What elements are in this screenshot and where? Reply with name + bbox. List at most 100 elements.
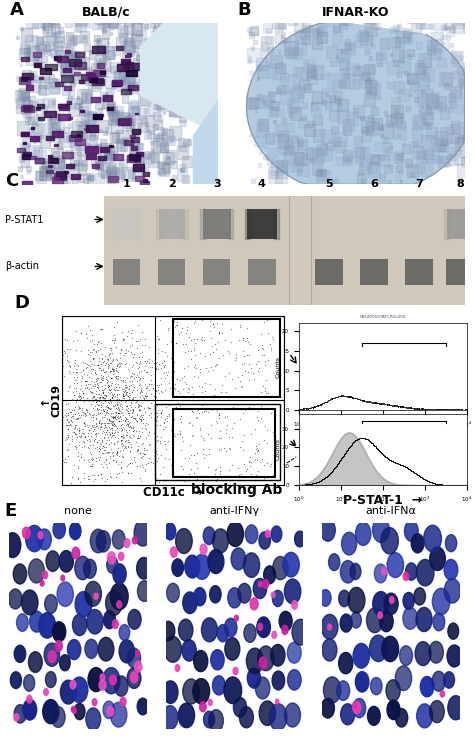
Polygon shape — [400, 61, 410, 72]
Point — [119, 390, 127, 402]
Polygon shape — [451, 123, 459, 133]
Polygon shape — [460, 74, 473, 88]
Point — [64, 409, 72, 421]
Polygon shape — [266, 28, 271, 33]
Polygon shape — [247, 98, 256, 108]
Polygon shape — [164, 56, 172, 66]
Polygon shape — [162, 164, 170, 172]
Point — [193, 411, 201, 423]
Point — [73, 377, 81, 389]
Point — [93, 371, 100, 384]
Polygon shape — [109, 150, 118, 159]
Polygon shape — [288, 15, 297, 25]
Polygon shape — [388, 180, 391, 183]
Point — [235, 371, 242, 383]
Point — [118, 437, 126, 449]
Point — [95, 441, 103, 453]
Point — [155, 476, 163, 488]
Point — [109, 427, 116, 439]
Polygon shape — [425, 122, 431, 129]
Circle shape — [98, 638, 114, 661]
Point — [118, 374, 125, 387]
Polygon shape — [144, 24, 148, 29]
Point — [255, 355, 262, 367]
Point — [69, 410, 76, 422]
Polygon shape — [122, 68, 134, 83]
Polygon shape — [249, 134, 252, 136]
Point — [79, 427, 86, 439]
Point — [109, 411, 117, 423]
Polygon shape — [117, 130, 128, 143]
Polygon shape — [44, 99, 55, 112]
Point — [137, 414, 145, 426]
Circle shape — [370, 635, 387, 662]
Point — [93, 393, 101, 405]
Point — [135, 430, 142, 442]
Point — [260, 472, 267, 484]
Polygon shape — [59, 135, 64, 141]
Point — [124, 402, 132, 414]
Point — [106, 414, 114, 426]
Polygon shape — [104, 46, 114, 57]
Circle shape — [294, 531, 305, 547]
Circle shape — [43, 699, 59, 723]
Point — [182, 327, 190, 339]
Point — [130, 391, 137, 403]
Polygon shape — [366, 87, 376, 98]
Polygon shape — [40, 161, 46, 168]
Point — [80, 387, 87, 399]
Polygon shape — [182, 175, 189, 183]
Polygon shape — [279, 134, 283, 138]
Point — [164, 366, 172, 378]
Circle shape — [384, 593, 398, 614]
Polygon shape — [86, 174, 90, 179]
Polygon shape — [122, 95, 128, 103]
Point — [96, 391, 104, 403]
Point — [211, 468, 219, 481]
Polygon shape — [130, 119, 141, 132]
Polygon shape — [74, 160, 79, 165]
Polygon shape — [416, 18, 424, 28]
Point — [63, 413, 71, 425]
Circle shape — [239, 707, 254, 728]
Point — [69, 435, 76, 447]
Point — [68, 404, 76, 416]
Polygon shape — [173, 95, 180, 102]
Circle shape — [292, 601, 298, 609]
Point — [92, 426, 100, 438]
Point — [118, 423, 126, 435]
Point — [112, 414, 120, 426]
Point — [109, 372, 116, 384]
Point — [218, 379, 226, 391]
Point — [136, 404, 143, 416]
Point — [104, 447, 112, 459]
Polygon shape — [255, 111, 257, 113]
Circle shape — [9, 589, 22, 609]
Point — [110, 454, 118, 466]
Point — [264, 327, 272, 339]
Point — [147, 456, 155, 468]
Point — [236, 319, 244, 331]
Polygon shape — [267, 159, 273, 165]
Point — [255, 438, 263, 450]
Polygon shape — [42, 36, 54, 50]
Point — [216, 426, 223, 438]
Point — [99, 374, 107, 387]
Polygon shape — [437, 139, 448, 152]
Point — [140, 393, 148, 405]
Point — [152, 433, 159, 445]
Polygon shape — [68, 103, 79, 116]
Point — [99, 392, 107, 404]
Circle shape — [107, 706, 114, 716]
Point — [238, 435, 246, 447]
Polygon shape — [143, 67, 150, 74]
Text: anti-IFNα: anti-IFNα — [365, 506, 417, 517]
Point — [142, 432, 149, 444]
Point — [111, 418, 118, 430]
Point — [113, 372, 121, 384]
Point — [102, 373, 109, 385]
Polygon shape — [366, 77, 370, 83]
Circle shape — [403, 608, 418, 629]
Point — [80, 364, 87, 376]
Polygon shape — [158, 17, 168, 29]
